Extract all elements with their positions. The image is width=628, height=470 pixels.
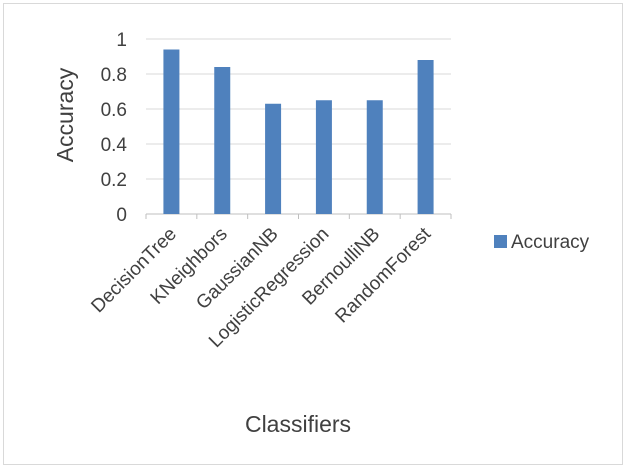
x-axis-ticks	[145, 214, 452, 219]
chart-frame	[3, 3, 623, 465]
y-tick-label: 0.8	[101, 65, 127, 86]
bar-bernoullinb	[366, 100, 383, 214]
x-axis-title: Classifiers	[245, 411, 351, 437]
y-tick-label: 0.4	[101, 135, 128, 156]
y-tick-label: 0.6	[101, 100, 127, 121]
x-axis-tick-labels: DecisionTreeKNeighborsGaussianNBLogistic…	[87, 223, 435, 352]
legend: Accuracy	[494, 232, 590, 253]
y-axis-title: Accuracy	[52, 67, 78, 162]
bars	[163, 49, 434, 214]
bar-gaussiannb	[265, 103, 282, 214]
bar-decisiontree	[163, 49, 180, 214]
legend-label: Accuracy	[511, 232, 590, 253]
bar-logisticregression	[315, 100, 332, 214]
gridlines	[146, 38, 451, 180]
bar-kneighbors	[214, 67, 231, 214]
y-tick-label: 0	[116, 205, 127, 226]
y-tick-label: 1	[116, 30, 127, 51]
y-tick-label: 0.2	[101, 170, 127, 191]
bar-randomforest	[417, 60, 434, 214]
y-axis-tick-labels: 0 0.2 0.4 0.6 0.8 1	[101, 30, 128, 226]
legend-swatch	[494, 235, 507, 248]
